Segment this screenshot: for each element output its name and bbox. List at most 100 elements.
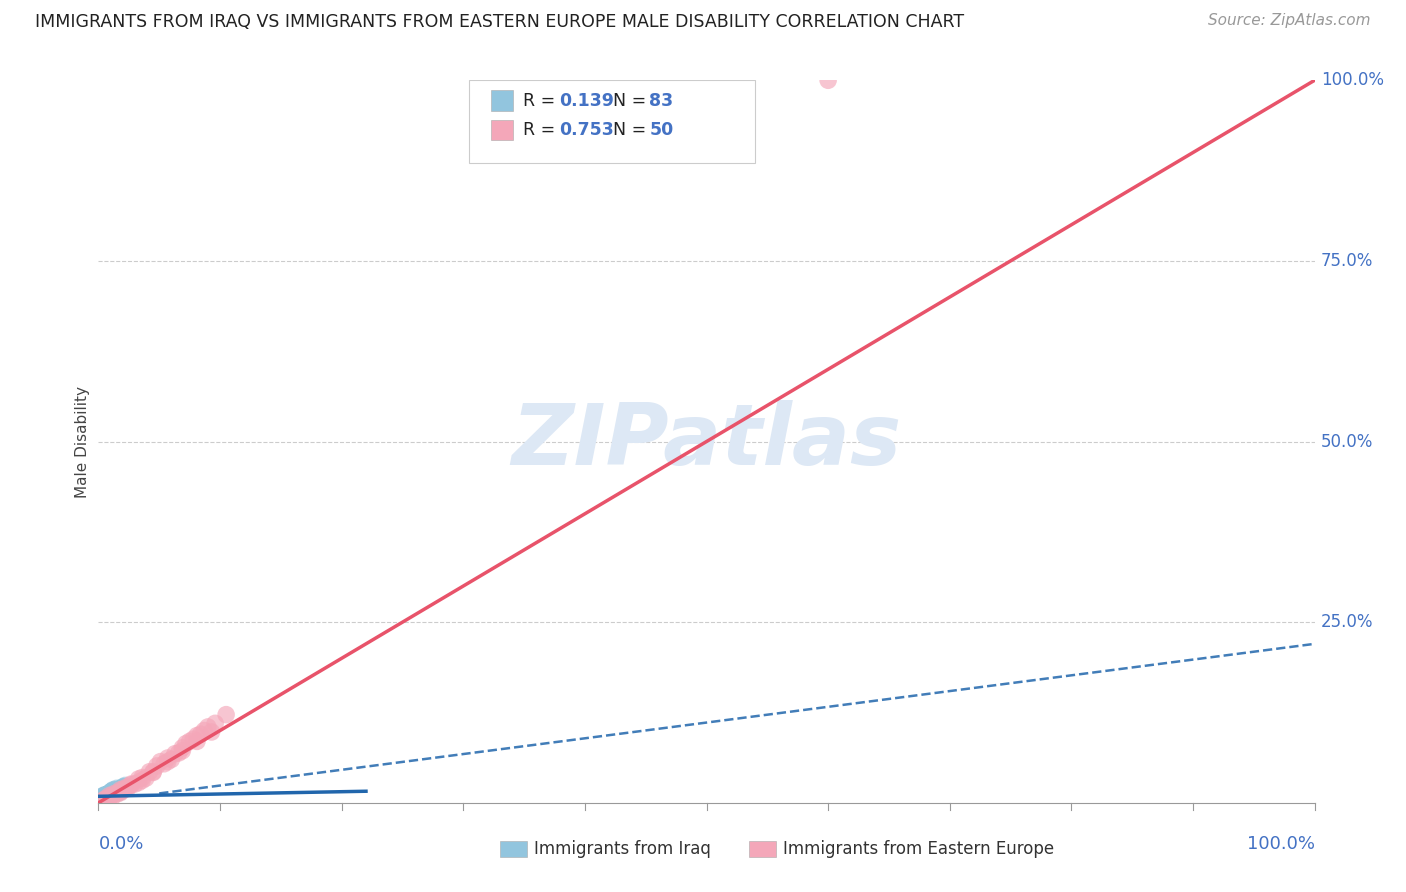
Point xyxy=(103,785,125,799)
Point xyxy=(105,783,128,797)
Point xyxy=(112,780,135,794)
Text: N =: N = xyxy=(613,121,651,139)
Point xyxy=(91,789,114,804)
Point xyxy=(135,771,157,785)
Point xyxy=(90,791,112,805)
Point xyxy=(105,781,128,796)
Text: 75.0%: 75.0% xyxy=(1320,252,1374,270)
Point xyxy=(120,778,142,792)
Point xyxy=(107,782,129,797)
Text: IMMIGRANTS FROM IRAQ VS IMMIGRANTS FROM EASTERN EUROPE MALE DISABILITY CORRELATI: IMMIGRANTS FROM IRAQ VS IMMIGRANTS FROM … xyxy=(35,13,965,31)
Point xyxy=(91,790,114,805)
Point xyxy=(105,787,128,801)
Point xyxy=(110,782,132,797)
Point xyxy=(91,794,114,808)
Point xyxy=(110,782,132,797)
Point xyxy=(817,73,839,87)
Point xyxy=(91,790,114,805)
Text: 25.0%: 25.0% xyxy=(1320,613,1374,632)
Point xyxy=(100,785,122,799)
Point xyxy=(98,790,121,805)
Point xyxy=(104,786,127,800)
Point xyxy=(105,786,128,800)
Point xyxy=(91,790,114,805)
Point xyxy=(98,789,121,803)
Point xyxy=(101,787,124,801)
Point xyxy=(90,790,112,805)
Point xyxy=(93,789,115,804)
Point xyxy=(200,725,222,739)
Point xyxy=(111,780,134,794)
Point xyxy=(91,790,114,805)
FancyBboxPatch shape xyxy=(749,841,776,857)
Point xyxy=(117,780,139,794)
Point xyxy=(174,737,197,751)
Y-axis label: Male Disability: Male Disability xyxy=(75,385,90,498)
FancyBboxPatch shape xyxy=(491,120,513,140)
Point xyxy=(110,782,132,797)
Point xyxy=(103,785,125,799)
Text: 50.0%: 50.0% xyxy=(1320,433,1374,450)
Point xyxy=(128,772,150,786)
Point xyxy=(124,777,146,791)
Text: 50: 50 xyxy=(650,121,673,139)
Point xyxy=(96,788,118,802)
Point xyxy=(156,755,179,769)
Point xyxy=(103,785,125,799)
Point xyxy=(110,786,132,800)
Point xyxy=(100,786,122,800)
Point xyxy=(96,788,118,802)
Point xyxy=(98,786,121,800)
Point xyxy=(142,764,165,779)
FancyBboxPatch shape xyxy=(499,841,526,857)
Point xyxy=(186,734,208,748)
FancyBboxPatch shape xyxy=(470,80,755,163)
Point xyxy=(111,780,134,795)
Point xyxy=(103,786,125,800)
Point xyxy=(96,788,118,802)
Point xyxy=(100,786,122,800)
Point xyxy=(110,784,132,798)
Point xyxy=(93,789,115,803)
Point xyxy=(91,789,114,804)
Text: 0.753: 0.753 xyxy=(560,121,614,139)
Point xyxy=(90,790,112,805)
Point xyxy=(193,723,215,738)
Point xyxy=(98,786,121,800)
Point xyxy=(146,759,169,773)
Point xyxy=(90,792,112,806)
Point xyxy=(96,788,118,802)
Text: R =: R = xyxy=(523,92,561,110)
Point xyxy=(96,788,118,802)
Point xyxy=(98,790,121,805)
Text: R =: R = xyxy=(523,121,561,139)
Point xyxy=(94,792,117,806)
Point xyxy=(94,789,117,803)
Point xyxy=(107,785,129,799)
Point xyxy=(90,790,112,805)
Point xyxy=(91,789,114,804)
Point xyxy=(96,789,118,804)
Point xyxy=(93,788,115,802)
Point xyxy=(153,756,176,771)
Point xyxy=(91,789,114,804)
Text: ZIPatlas: ZIPatlas xyxy=(512,400,901,483)
Point xyxy=(131,773,153,788)
Point xyxy=(112,780,135,795)
Point xyxy=(117,781,139,796)
Point xyxy=(103,785,125,799)
Point xyxy=(167,746,190,760)
Text: 0.139: 0.139 xyxy=(560,92,614,110)
Text: Immigrants from Eastern Europe: Immigrants from Eastern Europe xyxy=(783,840,1054,858)
Point xyxy=(105,783,128,797)
Point xyxy=(108,782,131,797)
Point xyxy=(96,788,118,802)
Point xyxy=(98,786,121,800)
Text: 0.0%: 0.0% xyxy=(98,835,143,854)
Point xyxy=(96,789,118,803)
Point xyxy=(101,789,124,804)
Point xyxy=(142,765,165,780)
Point xyxy=(90,790,112,805)
Point xyxy=(101,782,124,797)
Point xyxy=(112,782,135,797)
